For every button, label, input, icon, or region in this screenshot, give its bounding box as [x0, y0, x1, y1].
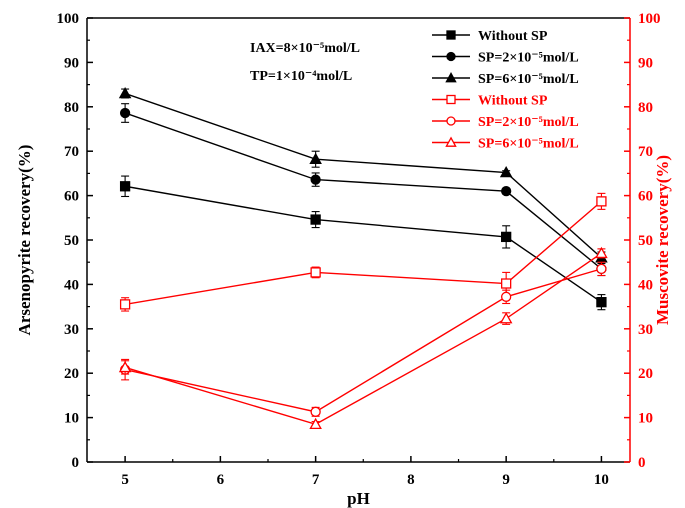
series-2	[119, 103, 607, 277]
data-point	[596, 297, 607, 308]
legend-item: Without SP	[432, 29, 548, 44]
legend-label: Without SP	[478, 94, 548, 109]
right-y-tick-label: 50	[638, 233, 653, 249]
left-y-tick-label: 40	[64, 277, 79, 293]
series-line	[124, 268, 602, 413]
data-point	[499, 312, 513, 324]
data-point	[118, 360, 132, 373]
series-line	[124, 200, 602, 306]
x-tick-label: 8	[407, 472, 415, 488]
legend-marker	[445, 72, 457, 83]
left-y-tick-label: 30	[64, 322, 79, 338]
left-y-tick-label: 80	[64, 100, 79, 116]
legend-label: SP=6×10⁻⁵mol/L	[478, 137, 579, 152]
data-point	[310, 174, 321, 185]
left-y-tick-label: 10	[64, 411, 79, 427]
legend-item: SP=2×10⁻⁵mol/L	[432, 115, 579, 130]
legend-label: SP=2×10⁻⁵mol/L	[478, 51, 579, 66]
data-point	[309, 417, 322, 430]
data-point	[501, 231, 512, 243]
data-point	[119, 181, 131, 192]
right-y-tick-label: 80	[638, 100, 653, 116]
right-y-tick-label: 0	[638, 455, 646, 471]
data-point	[309, 152, 322, 164]
series-line	[124, 252, 602, 426]
data-point	[119, 299, 131, 310]
left-y-tick-label: 20	[64, 366, 79, 382]
right-y-tick-label: 60	[638, 189, 653, 205]
data-point	[596, 263, 607, 275]
legend-marker	[446, 30, 456, 40]
right-y-tick-label: 40	[638, 277, 653, 293]
annotation-text: TP=1×10⁻⁴mol/L	[250, 69, 352, 84]
data-point	[499, 165, 513, 178]
series-6	[118, 246, 608, 430]
left-y-tick-label: 60	[64, 189, 79, 205]
series-line	[124, 112, 602, 270]
right-y-axis-title: Muscovite recovery(%)	[653, 155, 672, 325]
data-point	[310, 214, 321, 225]
series-5	[119, 261, 607, 417]
legend-label: SP=6×10⁻⁵mol/L	[478, 72, 579, 87]
x-tick-label: 7	[312, 472, 320, 488]
data-point	[501, 186, 512, 197]
legend-label: SP=2×10⁻⁵mol/L	[478, 115, 579, 130]
right-y-tick-label: 70	[638, 144, 653, 160]
x-axis-title: pH	[347, 489, 370, 508]
x-tick-label: 9	[502, 472, 510, 488]
legend-marker	[446, 51, 456, 62]
x-tick-label: 5	[121, 472, 129, 488]
x-tick-label: 10	[594, 472, 609, 488]
right-y-tick-label: 10	[638, 411, 653, 427]
data-point	[596, 196, 607, 207]
series-1	[119, 175, 607, 311]
annotation-text: IAX=8×10⁻⁵mol/L	[250, 41, 360, 56]
legend-marker	[446, 116, 456, 126]
data-point	[118, 86, 132, 99]
x-tick-label: 6	[217, 472, 225, 488]
legend-label: Without SP	[478, 29, 548, 44]
right-y-tick-label: 20	[638, 366, 653, 382]
series-4	[119, 192, 607, 312]
left-y-tick-label: 70	[64, 144, 79, 160]
series-line	[124, 92, 602, 259]
legend-marker	[446, 94, 456, 105]
left-y-tick-label: 90	[64, 55, 79, 71]
left-y-tick-label: 50	[64, 233, 79, 249]
right-y-tick-label: 30	[638, 322, 653, 338]
right-y-tick-label: 90	[638, 55, 653, 71]
legend-item: Without SP	[432, 94, 548, 109]
data-point	[501, 278, 512, 289]
left-y-tick-label: 0	[72, 455, 80, 471]
series-line	[124, 185, 602, 303]
legend-item: SP=6×10⁻⁵mol/L	[432, 137, 579, 152]
right-y-tick-label: 100	[638, 11, 661, 27]
data-point	[595, 246, 608, 259]
data-point	[310, 267, 321, 278]
legend-marker	[445, 136, 457, 147]
data-point	[501, 291, 512, 302]
data-point	[119, 107, 131, 119]
data-point	[310, 406, 321, 417]
left-y-tick-label: 100	[57, 11, 80, 27]
left-y-axis-title: Arsenopyrite recovery(%)	[15, 145, 34, 336]
legend-item: SP=2×10⁻⁵mol/L	[432, 51, 579, 66]
legend-item: SP=6×10⁻⁵mol/L	[432, 72, 579, 87]
